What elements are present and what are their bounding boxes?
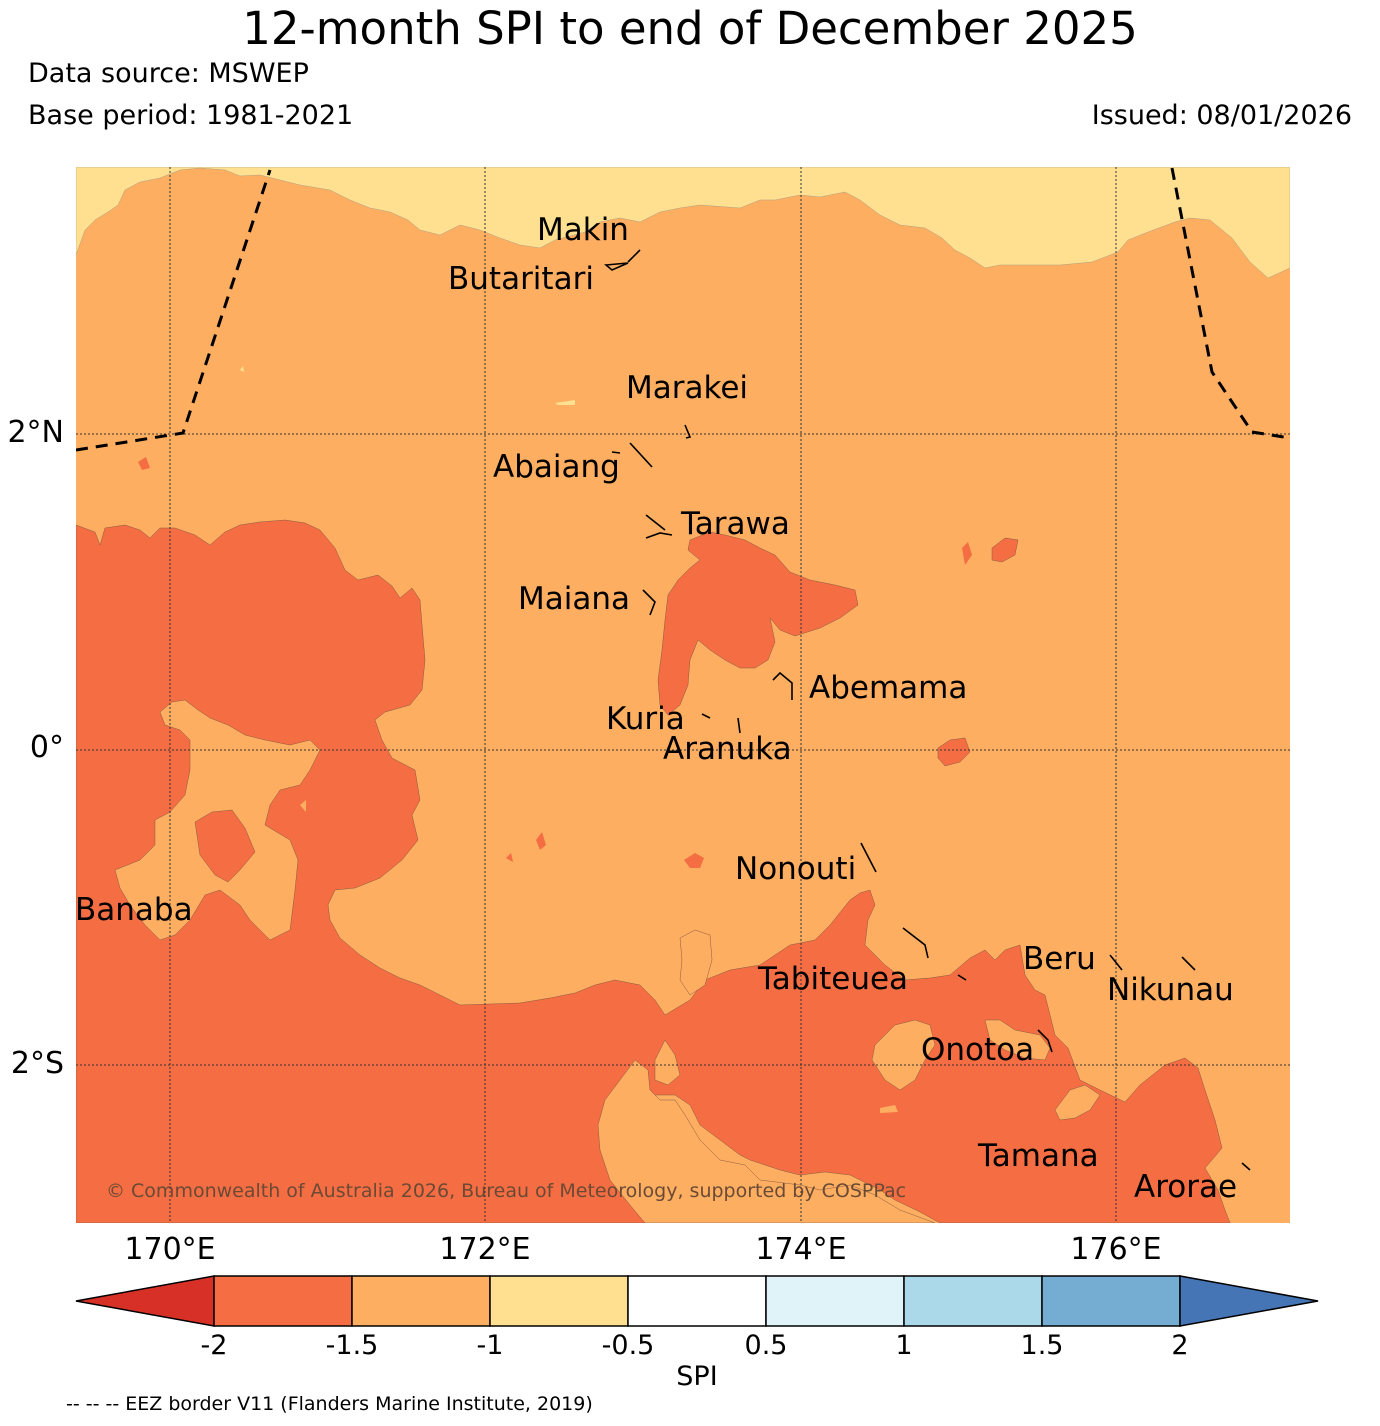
copyright-notice: © Commonwealth of Australia 2026, Bureau…	[106, 1180, 907, 1202]
data-source: Data source: MSWEP	[28, 58, 309, 89]
colorbar-tick: 1.5	[1020, 1330, 1064, 1361]
island-label-abaiang: Abaiang	[493, 449, 620, 485]
island-label-nikunau: Nikunau	[1107, 972, 1234, 1008]
colorbar-tick: -2	[200, 1330, 228, 1361]
lat-label-2s: 2°S	[10, 1046, 64, 1081]
colorbar-bin	[213, 1275, 353, 1327]
lat-label-0: 0°	[29, 730, 64, 765]
colorbar-extend-low	[75, 1275, 215, 1327]
lon-label-172e: 172°E	[439, 1232, 531, 1267]
colorbar-label: SPI	[676, 1361, 718, 1392]
island-label-butaritari: Butaritari	[448, 261, 594, 297]
colorbar-tick: -0.5	[601, 1330, 655, 1361]
island-label-kuria: Kuria	[606, 701, 685, 737]
colorbar-bin	[351, 1275, 491, 1327]
colorbar-bin	[627, 1275, 767, 1327]
colorbar-tick: 0.5	[744, 1330, 788, 1361]
colorbar-bin	[903, 1275, 1043, 1327]
island-label-nonouti: Nonouti	[735, 851, 857, 887]
base-period: Base period: 1981-2021	[28, 100, 354, 131]
colorbar	[75, 1275, 1319, 1327]
island-label-maiana: Maiana	[518, 581, 630, 617]
island-outlines	[604, 249, 1251, 1171]
colorbar-tick: 1	[895, 1330, 913, 1361]
colorbar-tick: 2	[1171, 1330, 1189, 1361]
island-label-beru: Beru	[1023, 941, 1096, 977]
island-label-banaba: Banaba	[75, 892, 193, 928]
colorbar-extend-high	[1179, 1275, 1319, 1327]
island-label-aranuka: Aranuka	[663, 731, 792, 767]
island-label-arorae: Arorae	[1134, 1169, 1238, 1205]
map-frame	[76, 167, 1290, 1223]
colorbar-bin	[1041, 1275, 1181, 1327]
colorbar-bin	[765, 1275, 905, 1327]
lon-label-176e: 176°E	[1070, 1232, 1162, 1267]
region-slightly-dry	[76, 167, 1290, 279]
eez-border	[76, 167, 1290, 452]
island-label-makin: Makin	[537, 212, 629, 248]
colorbar-tick: -1	[476, 1330, 504, 1361]
colorbar-tick: -1.5	[325, 1330, 379, 1361]
issued-date: Issued: 08/01/2026	[1091, 100, 1352, 131]
eez-footnote: -- -- -- EEZ border V11 (Flanders Marine…	[66, 1393, 593, 1415]
island-label-abemama: Abemama	[809, 670, 968, 706]
island-label-tarawa: Tarawa	[681, 506, 790, 542]
island-label-onotoa: Onotoa	[921, 1032, 1035, 1068]
island-label-tabiteuea: Tabiteuea	[758, 961, 909, 997]
graticule	[76, 167, 1290, 1223]
region-very-dry	[76, 519, 1231, 1223]
island-label-marakei: Marakei	[626, 370, 749, 406]
lat-label-2n: 2°N	[7, 415, 64, 450]
colorbar-bin	[489, 1275, 629, 1327]
island-label-tamana: Tamana	[978, 1138, 1099, 1174]
map-title: 12-month SPI to end of December 2025	[242, 2, 1138, 55]
lon-label-170e: 170°E	[124, 1232, 216, 1267]
lon-label-174e: 174°E	[755, 1232, 847, 1267]
